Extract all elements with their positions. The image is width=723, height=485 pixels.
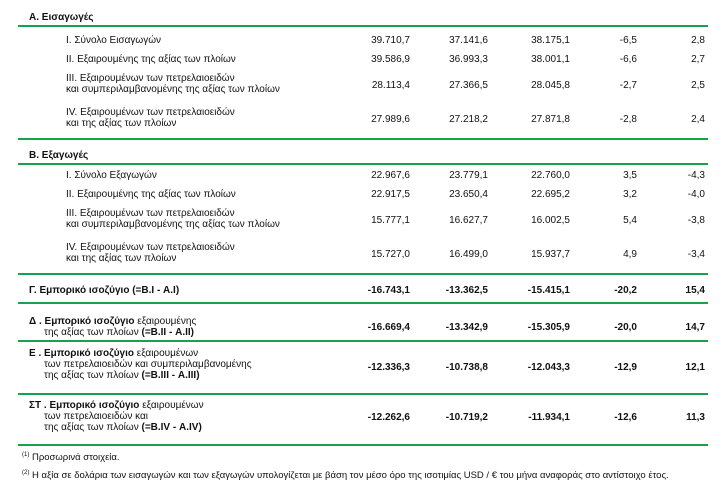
value-cell: 2,7	[691, 54, 705, 65]
value-cell: -10.738,8	[445, 362, 488, 373]
value-cell: 3,5	[623, 170, 637, 181]
value-cell: -4,0	[687, 189, 705, 200]
value-cell: -20,2	[614, 285, 637, 296]
balance-label: Γ. Εμπορικό ισοζύγιο (=Β.I - Α.I)	[29, 285, 180, 296]
green-divider	[18, 444, 708, 446]
value-cell: 12,1	[685, 362, 705, 373]
green-divider	[18, 393, 708, 395]
value-cell: 14,7	[685, 322, 705, 333]
value-cell: 2,4	[691, 114, 705, 125]
value-cell: 37.141,6	[449, 35, 488, 46]
value-cell: 16.627,7	[449, 215, 488, 226]
value-cell: 15.937,7	[531, 249, 570, 260]
value-cell: -4,3	[687, 170, 705, 181]
value-cell: -15.415,1	[527, 285, 570, 296]
value-cell: -11.934,1	[528, 412, 570, 423]
value-cell: 5,4	[623, 215, 637, 226]
value-cell: 3,2	[623, 189, 637, 200]
balance-label: της αξίας των πλοίων (=Β.II - Α.II)	[44, 327, 194, 338]
value-cell: 27.989,6	[371, 114, 410, 125]
row-label: II. Εξαιρουμένης της αξίας των πλοίων	[66, 189, 236, 200]
value-cell: 4,9	[623, 249, 637, 260]
value-cell: -16.743,1	[367, 285, 410, 296]
value-cell: 27.871,8	[531, 114, 570, 125]
balance-label: της αξίας των πλοίων (=Β.IV - Α.IV)	[44, 422, 202, 433]
green-divider	[18, 163, 708, 165]
balance-label: Ε . Εμπορικό ισοζύγιο εξαιρουμένων	[29, 348, 199, 359]
value-cell: 16.499,0	[449, 249, 488, 260]
balance-label: της αξίας των πλοίων (=Β.III - Α.III)	[44, 370, 200, 381]
green-divider	[18, 138, 708, 140]
value-cell: 2,8	[691, 35, 705, 46]
row-label: III. Εξαιρουμένων των πετρελαιοειδών	[66, 73, 235, 84]
value-cell: 22.967,6	[371, 170, 410, 181]
value-cell: 38.001,1	[531, 54, 570, 65]
value-cell: -6,6	[619, 54, 637, 65]
value-cell: -2,8	[619, 114, 637, 125]
value-cell: 15.777,1	[371, 215, 410, 226]
value-cell: -12,9	[614, 362, 637, 373]
value-cell: 27.366,5	[449, 80, 488, 91]
value-cell: 15.727,0	[371, 249, 410, 260]
row-label: I. Σύνολο Εισαγωγών	[66, 35, 162, 46]
green-divider	[18, 302, 708, 304]
balance-label: των πετρελαιοειδών και	[44, 411, 148, 422]
row-label: και συμπεριλαμβανομένης της αξίας των πλ…	[66, 84, 280, 95]
value-cell: 38.175,1	[531, 35, 570, 46]
value-cell: 16.002,5	[531, 215, 570, 226]
value-cell: -12.336,3	[367, 362, 410, 373]
value-cell: 28.113,4	[371, 80, 410, 91]
value-cell: -3,8	[687, 215, 705, 226]
green-divider	[18, 25, 708, 27]
value-cell: 23.779,1	[449, 170, 488, 181]
value-cell: 2,5	[691, 80, 705, 91]
value-cell: -12.262,6	[367, 412, 410, 423]
value-cell: -2,7	[619, 80, 637, 91]
value-cell: 22.760,0	[531, 170, 570, 181]
value-cell: -16.669,4	[367, 322, 410, 333]
row-label: και της αξίας των πλοίων	[66, 253, 177, 264]
footnote: (2) Η αξία σε δολάρια των εισαγωγών και …	[22, 470, 669, 481]
value-cell: 22.695,2	[531, 189, 570, 200]
green-divider	[18, 340, 708, 342]
balance-label: ΣΤ . Εμπορικό ισοζύγιο εξαιρουμένων	[29, 400, 204, 411]
green-divider	[18, 273, 708, 275]
value-cell: -12.043,3	[527, 362, 570, 373]
value-cell: 27.218,2	[449, 114, 488, 125]
value-cell: -13.342,9	[445, 322, 488, 333]
value-cell: 39.710,7	[371, 35, 410, 46]
value-cell: 28.045,8	[531, 80, 570, 91]
row-label: III. Εξαιρουμένων των πετρελαιοειδών	[66, 208, 235, 219]
value-cell: 15,4	[685, 285, 705, 296]
value-cell: 22.917,5	[371, 189, 410, 200]
value-cell: -13.362,5	[445, 285, 488, 296]
value-cell: -12,6	[614, 412, 637, 423]
section-title-exports: Β. Εξαγωγές	[29, 150, 89, 161]
row-label: IV. Εξαιρουμένων των πετρελαιοειδών	[66, 242, 235, 253]
value-cell: -20,0	[614, 322, 637, 333]
value-cell: 23.650,4	[449, 189, 488, 200]
value-cell: -10.719,2	[445, 412, 488, 423]
value-cell: 36.993,3	[449, 54, 488, 65]
balance-label: Δ . Εμπορικό ισοζύγιο εξαιρουμένης	[29, 316, 197, 327]
footnote: (1) Προσωρινά στοιχεία.	[22, 452, 120, 463]
row-label: και της αξίας των πλοίων	[66, 118, 177, 129]
row-label: IV. Εξαιρουμένων των πετρελαιοειδών	[66, 107, 235, 118]
section-title-imports: Α. Εισαγωγές	[29, 12, 94, 23]
row-label: I. Σύνολο Εξαγωγών	[66, 170, 157, 181]
value-cell: -3,4	[687, 249, 705, 260]
value-cell: -15.305,9	[527, 322, 570, 333]
value-cell: 39.586,9	[371, 54, 410, 65]
value-cell: -6,5	[619, 35, 637, 46]
row-label: και συμπεριλαμβανομένης της αξίας των πλ…	[66, 219, 280, 230]
value-cell: 11,3	[686, 412, 705, 423]
balance-label: των πετρελαιοειδών και συμπεριλαμβανομέν…	[44, 359, 252, 370]
row-label: II. Εξαιρουμένης της αξίας των πλοίων	[66, 54, 236, 65]
